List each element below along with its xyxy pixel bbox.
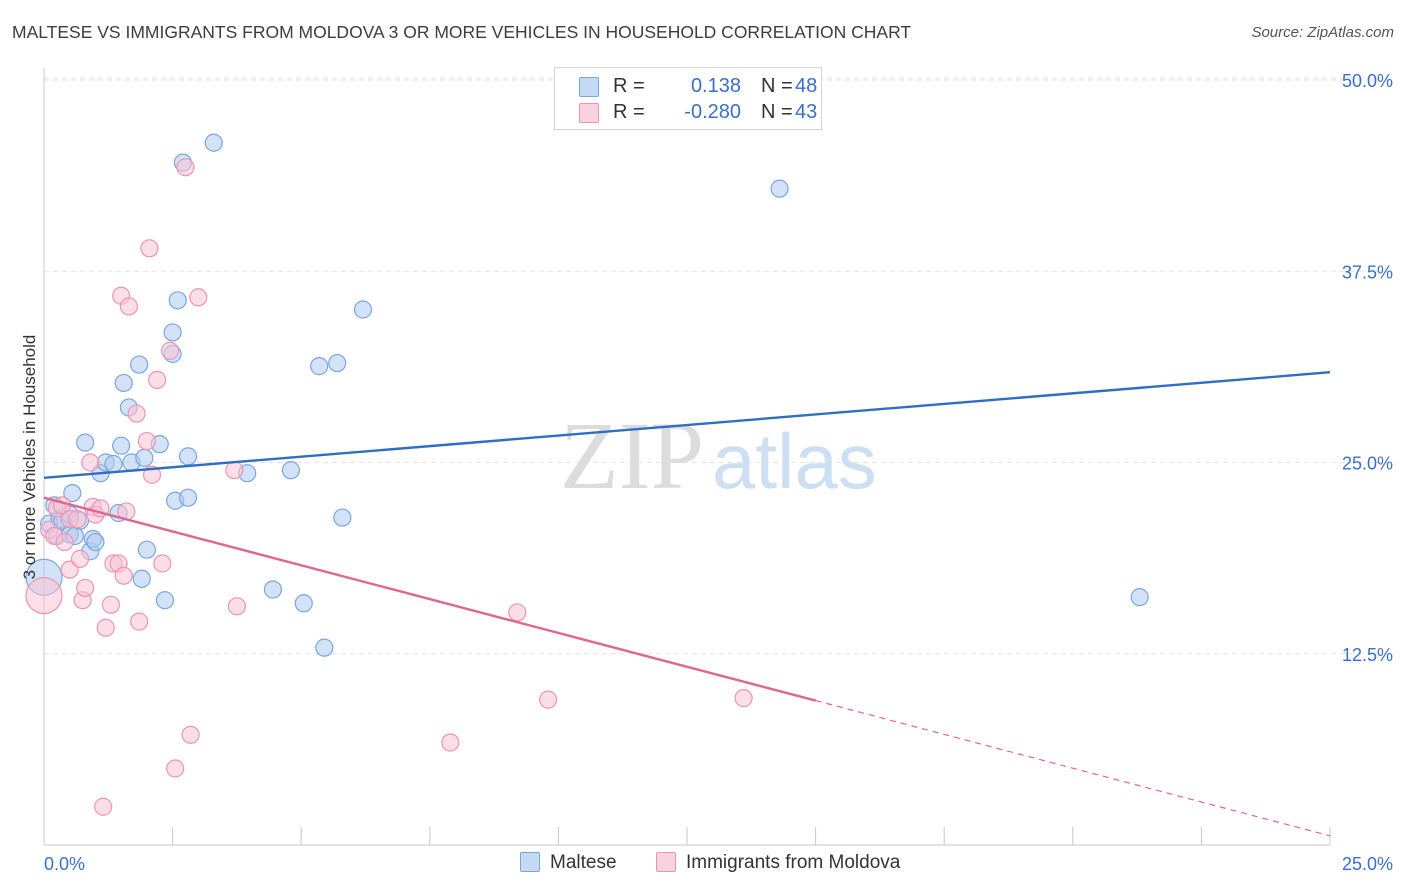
point-moldova-28 bbox=[142, 465, 162, 484]
point-moldova-12 bbox=[81, 453, 100, 472]
point-moldova-24 bbox=[127, 404, 146, 423]
gridlines bbox=[44, 77, 1390, 655]
legend-swatch-maltese bbox=[579, 77, 599, 97]
point-maltese-43 bbox=[770, 179, 789, 198]
legend-swatch-moldova bbox=[579, 103, 599, 123]
point-maltese-35 bbox=[263, 580, 283, 599]
point-maltese-36 bbox=[281, 461, 301, 480]
legend-r-label: R = bbox=[613, 101, 645, 123]
point-maltese-27 bbox=[163, 323, 182, 342]
point-moldova-17 bbox=[101, 595, 120, 614]
point-moldova-9 bbox=[70, 549, 90, 568]
watermark-zip: ZIP bbox=[560, 402, 704, 509]
point-maltese-8 bbox=[63, 484, 82, 503]
point-maltese-14 bbox=[104, 454, 123, 474]
tick-labels: 50.0% 37.5% 25.0% 12.5% 0.0% 25.0% bbox=[44, 71, 1393, 874]
legend-n-value-maltese: 48 bbox=[795, 75, 818, 97]
source-attribution: Source: ZipAtlas.com bbox=[1251, 24, 1394, 41]
point-moldova-8 bbox=[68, 510, 87, 529]
point-maltese-46 bbox=[86, 532, 105, 552]
y-tick-label-3: 12.5% bbox=[1342, 645, 1393, 665]
chart-title: MALTESE VS IMMIGRANTS FROM MOLDOVA 3 OR … bbox=[12, 22, 912, 42]
y-tick-label-1: 37.5% bbox=[1342, 262, 1393, 282]
trend-line-moldova bbox=[43, 496, 816, 702]
point-moldova-39 bbox=[441, 733, 460, 752]
point-maltese-40 bbox=[328, 353, 347, 373]
legend-n-label: N = bbox=[761, 75, 793, 97]
point-maltese-37 bbox=[294, 594, 313, 613]
point-maltese-9 bbox=[76, 433, 95, 452]
point-maltese-33 bbox=[204, 133, 223, 152]
point-maltese-25 bbox=[155, 591, 174, 610]
point-maltese-23 bbox=[137, 540, 156, 559]
legend-r-label: R = bbox=[613, 75, 645, 97]
point-moldova-11 bbox=[76, 578, 95, 598]
x-tick-label-1: 25.0% bbox=[1342, 854, 1393, 874]
data-points bbox=[25, 133, 1149, 816]
legend-r-value-maltese: 0.138 bbox=[690, 75, 741, 97]
point-moldova-33 bbox=[176, 158, 195, 177]
point-maltese-16 bbox=[112, 436, 131, 455]
point-moldova-41 bbox=[539, 690, 558, 709]
bottom-legend-maltese: Maltese bbox=[520, 852, 617, 876]
point-maltese-32 bbox=[178, 447, 198, 466]
point-maltese-31 bbox=[178, 488, 198, 507]
point-moldova-35 bbox=[189, 288, 208, 307]
correlation-legend: R = 0.138 N = 48 R = -0.280 N = 43 bbox=[554, 67, 822, 130]
point-moldova-37 bbox=[227, 597, 246, 616]
legend-r-value-moldova: -0.280 bbox=[684, 101, 741, 123]
point-moldova-42 bbox=[734, 689, 753, 708]
point-moldova-26 bbox=[137, 431, 156, 451]
axes bbox=[43, 68, 1331, 846]
point-moldova-29 bbox=[148, 370, 167, 389]
point-moldova-36 bbox=[225, 461, 244, 480]
point-moldova-27 bbox=[140, 239, 159, 258]
point-maltese-39 bbox=[315, 638, 334, 657]
trend-line-extension-moldova bbox=[815, 699, 1331, 837]
point-moldova-23 bbox=[119, 297, 138, 316]
point-maltese-41 bbox=[333, 508, 352, 527]
bottom-legend-swatch-moldova bbox=[656, 852, 676, 872]
point-moldova-5 bbox=[55, 532, 74, 552]
point-moldova-32 bbox=[166, 759, 185, 778]
point-moldova-40 bbox=[508, 603, 527, 622]
point-maltese-22 bbox=[135, 448, 154, 468]
legend-n-label: N = bbox=[761, 101, 793, 123]
bottom-legend-moldova: Immigrants from Moldova bbox=[656, 852, 900, 876]
point-moldova-0 bbox=[25, 577, 63, 615]
point-moldova-31 bbox=[160, 341, 180, 360]
point-maltese-21 bbox=[132, 569, 151, 588]
point-moldova-38 bbox=[94, 797, 113, 816]
point-maltese-17 bbox=[114, 373, 133, 393]
point-moldova-30 bbox=[153, 554, 172, 573]
y-tick-label-2: 25.0% bbox=[1342, 454, 1393, 474]
point-maltese-29 bbox=[168, 291, 187, 310]
x-tick-label-0: 0.0% bbox=[44, 854, 85, 874]
point-moldova-34 bbox=[181, 725, 200, 744]
y-tick-label-0: 50.0% bbox=[1342, 71, 1393, 91]
bottom-legend-label-maltese: Maltese bbox=[550, 852, 617, 873]
bottom-legend-label-moldova: Immigrants from Moldova bbox=[686, 852, 901, 873]
point-moldova-21 bbox=[114, 566, 133, 585]
watermark-atlas: atlas bbox=[712, 417, 877, 505]
bottom-legend-swatch-maltese bbox=[520, 852, 540, 872]
point-maltese-38 bbox=[310, 357, 329, 376]
point-maltese-44 bbox=[1130, 588, 1149, 607]
point-maltese-20 bbox=[130, 355, 149, 374]
watermark: ZIP atlas bbox=[560, 402, 877, 509]
point-maltese-42 bbox=[353, 300, 373, 319]
y-axis-label: 3 or more Vehicles in Household bbox=[20, 334, 39, 580]
trend-line-maltese bbox=[43, 371, 1331, 479]
trend-lines bbox=[43, 371, 1331, 837]
legend-n-value-moldova: 43 bbox=[795, 101, 818, 123]
point-moldova-25 bbox=[130, 612, 149, 631]
point-moldova-16 bbox=[96, 618, 115, 637]
